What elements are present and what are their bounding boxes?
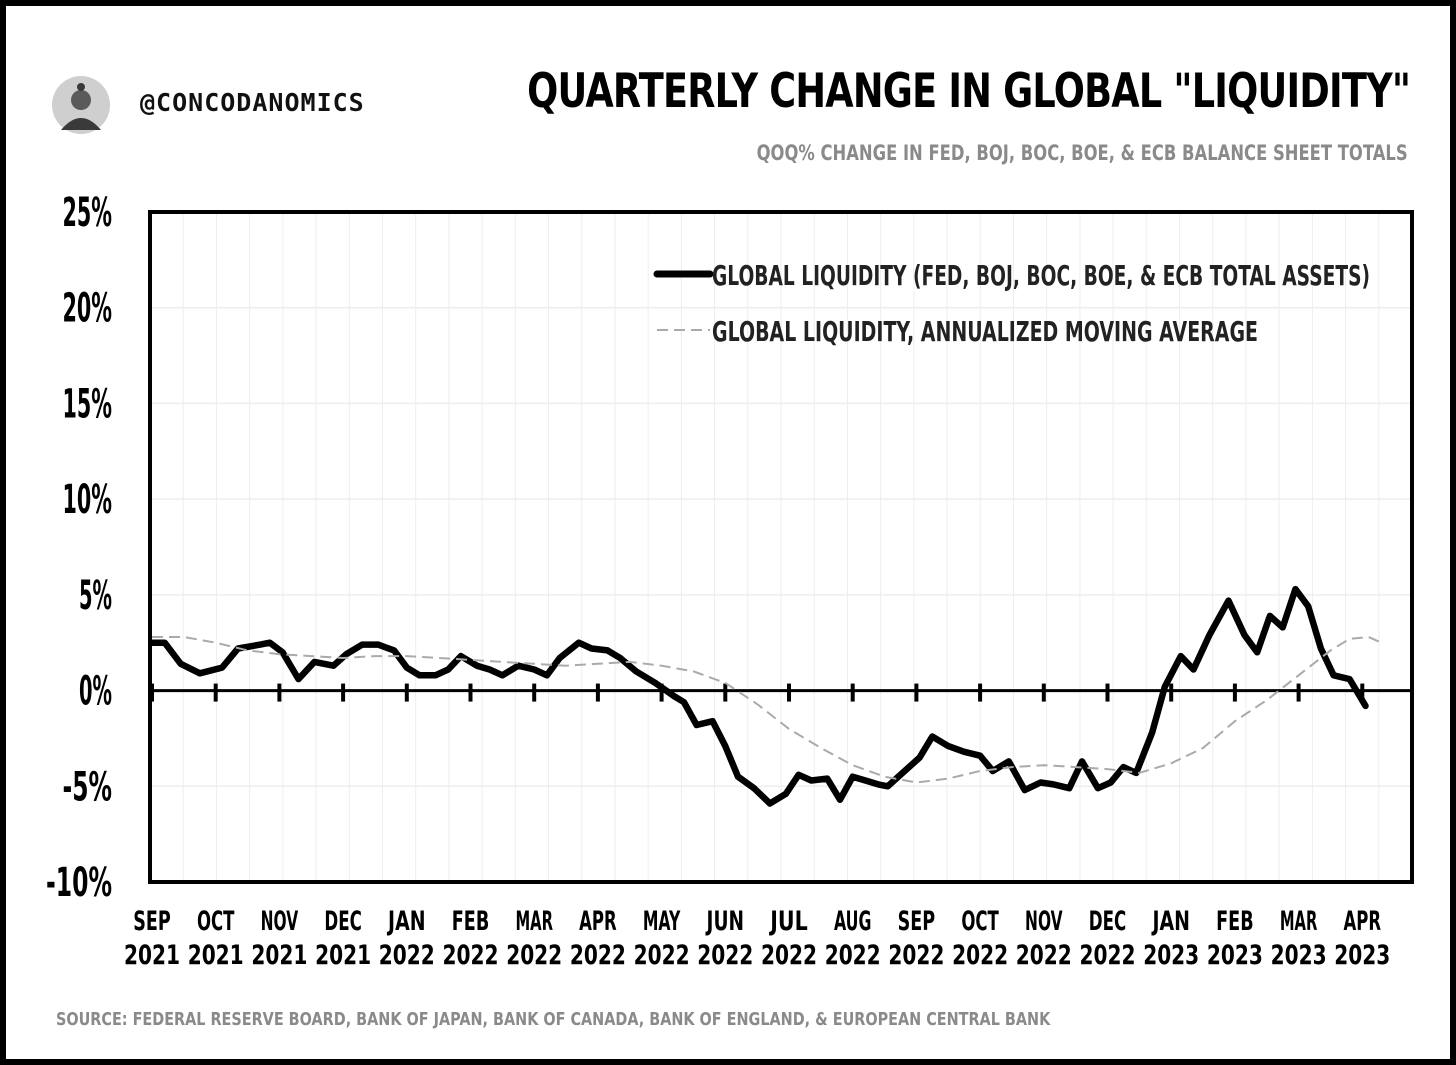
x-tick-label-year: 2023 — [1207, 940, 1263, 971]
x-tick-label-month: MAR — [1280, 906, 1318, 937]
x-tick-label-year: 2023 — [1143, 940, 1199, 971]
x-tick-label-month: JAN — [1151, 906, 1190, 937]
x-tick-label-year: 2022 — [443, 940, 499, 971]
x-tick-label-year: 2021 — [315, 940, 371, 971]
plot-border — [148, 210, 1414, 884]
x-tick-label-year: 2022 — [888, 940, 944, 971]
x-tick-label-month: DEC — [324, 906, 362, 937]
legend-label-moving-average: GLOBAL LIQUIDITY, ANNUALIZED MOVING AVER… — [712, 315, 1258, 348]
x-tick-label-month: OCT — [197, 906, 235, 937]
y-tick-label: 0% — [79, 669, 112, 715]
series-line-moving-average — [152, 635, 1382, 784]
x-tick-label-year: 2023 — [1334, 940, 1390, 971]
x-tick-label-month: SEP — [898, 906, 936, 937]
x-tick-label-month: MAR — [515, 906, 553, 937]
x-tick-label-year: 2021 — [188, 940, 244, 971]
x-tick-label-year: 2022 — [634, 940, 690, 971]
y-tick-label: 5% — [79, 573, 112, 619]
x-tick-label-month: FEB — [1216, 906, 1254, 937]
x-tick-label-year: 2022 — [1016, 940, 1072, 971]
x-tick-label-month: JUN — [705, 906, 744, 937]
x-tick-label-year: 2022 — [506, 940, 562, 971]
y-tick-label: 15% — [63, 381, 113, 427]
y-tick-label: 20% — [63, 286, 113, 332]
avatar — [52, 76, 110, 134]
x-tick-label-month: JAN — [387, 906, 426, 937]
x-tick-label-month: SEP — [133, 906, 171, 937]
y-tick-label: 10% — [63, 477, 113, 523]
x-tick-label-year: 2022 — [379, 940, 435, 971]
x-tick-label-month: NOV — [261, 906, 299, 937]
x-tick-label-year: 2022 — [570, 940, 626, 971]
series-line-global-liquidity — [148, 585, 1369, 807]
legend-label-global-liquidity: GLOBAL LIQUIDITY (FED, BOJ, BOC, BOE, & … — [712, 259, 1370, 292]
x-tick-label-month: JUL — [769, 906, 808, 937]
x-tick-label-month: APR — [579, 906, 617, 937]
x-tick-label-year: 2022 — [697, 940, 753, 971]
x-tick-label-month: FEB — [452, 906, 490, 937]
chart-title: QUARTERLY CHANGE IN GLOBAL "LIQUIDITY" — [526, 64, 1411, 119]
x-tick-label-year: 2022 — [1080, 940, 1136, 971]
author-handle: @CONCODANOMICS — [140, 88, 365, 117]
x-tick-label-year: 2021 — [124, 940, 180, 971]
y-tick-label: -5% — [63, 764, 113, 810]
x-tick-label-year: 2022 — [761, 940, 817, 971]
x-tick-label-year: 2022 — [952, 940, 1008, 971]
x-tick-label-month: AUG — [834, 906, 872, 937]
x-tick-label-month: OCT — [961, 906, 999, 937]
x-tick-label-month: DEC — [1089, 906, 1127, 937]
x-tick-label-month: MAY — [643, 906, 681, 937]
x-tick-label-year: 2023 — [1271, 940, 1327, 971]
chart-subtitle: QOQ% CHANGE IN FED, BOJ, BOC, BOE, & ECB… — [756, 141, 1408, 165]
x-tick-label-year: 2021 — [251, 940, 307, 971]
source-note: SOURCE: FEDERAL RESERVE BOARD, BANK OF J… — [56, 1009, 1051, 1030]
x-tick-label-month: APR — [1344, 906, 1382, 937]
x-tick-label-month: NOV — [1025, 906, 1063, 937]
y-tick-label: 25% — [63, 190, 113, 236]
y-tick-label: -10% — [46, 860, 112, 906]
x-tick-label-year: 2022 — [825, 940, 881, 971]
